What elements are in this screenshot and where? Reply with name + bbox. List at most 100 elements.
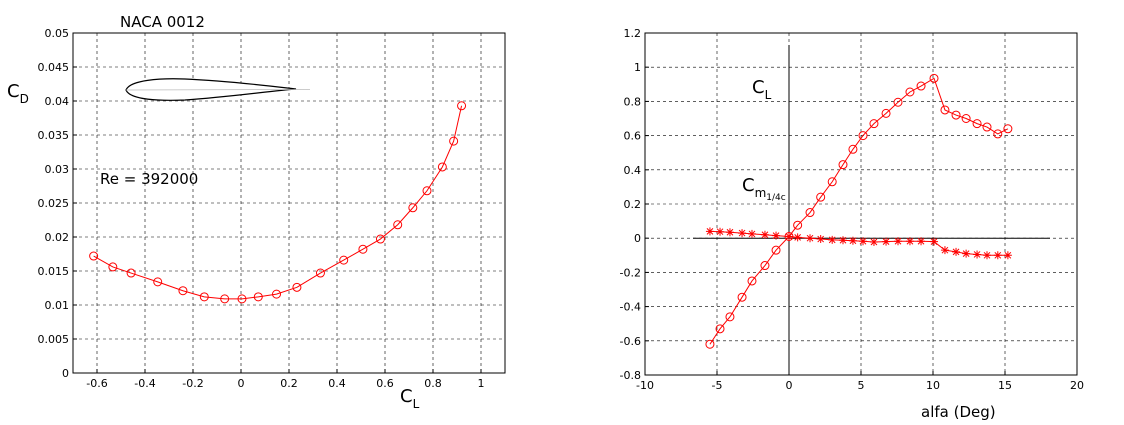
marker [869, 119, 879, 129]
marker [905, 87, 915, 97]
marker [126, 268, 136, 278]
marker [760, 261, 770, 271]
x-tick-label: -0.6 [86, 377, 107, 390]
marker [89, 251, 99, 261]
series-label: Cm1/4c [742, 175, 786, 203]
marker [858, 131, 868, 141]
y-tick-label: -0.6 [620, 335, 641, 348]
x-tick-label: -10 [636, 379, 654, 392]
marker [929, 73, 939, 83]
y-tick-label: 0.04 [45, 95, 70, 108]
series-line [709, 230, 1008, 256]
marker [793, 233, 802, 242]
chart-title: NACA 0012 [120, 13, 205, 31]
marker [725, 228, 734, 237]
marker [272, 289, 282, 299]
marker [893, 97, 903, 107]
marker [916, 81, 926, 91]
marker [408, 203, 418, 213]
y-tick-label: 0.01 [45, 299, 70, 312]
x-tick-label: 20 [1070, 379, 1084, 392]
marker [806, 234, 815, 243]
marker [828, 235, 837, 244]
marker [859, 237, 868, 246]
marker [1003, 124, 1013, 134]
marker [993, 129, 1003, 139]
label-sub: L [413, 397, 420, 411]
x-tick-label: 0.2 [280, 377, 298, 390]
chord-line [125, 89, 311, 91]
marker [457, 101, 467, 111]
marker [785, 232, 793, 241]
marker [393, 220, 403, 230]
x-tick-label: 1 [478, 377, 485, 390]
series-label: CL [752, 77, 772, 102]
marker [848, 236, 857, 245]
marker [993, 251, 1002, 260]
y-tick-label: -0.2 [620, 266, 641, 279]
x-tick-label: -0.4 [134, 377, 155, 390]
label-sub: m [755, 186, 767, 200]
label-text: C [752, 77, 765, 98]
marker [838, 160, 848, 170]
marker [771, 245, 781, 255]
marker [199, 292, 209, 302]
label-text: C [742, 175, 755, 196]
x-tick-label: 0 [786, 379, 793, 392]
marker [1003, 251, 1012, 260]
marker [772, 231, 781, 240]
y-tick-label: 0.05 [45, 27, 70, 40]
y-tick-label: 0.02 [45, 231, 70, 244]
marker [869, 237, 878, 246]
marker [982, 122, 992, 132]
marker [951, 110, 961, 120]
marker [738, 229, 747, 238]
marker [805, 208, 815, 218]
x-tick-label: -5 [712, 379, 723, 392]
marker [973, 250, 982, 259]
marker [737, 292, 747, 302]
marker [153, 277, 163, 287]
y-axis-label: CD [7, 81, 29, 106]
y-tick-label: 0 [634, 232, 641, 245]
y-tick-label: 0.035 [38, 129, 70, 142]
x-tick-label: 0.8 [424, 377, 442, 390]
marker [237, 294, 247, 304]
y-tick-label: 0.015 [38, 265, 70, 278]
y-tick-label: 1.2 [624, 27, 642, 40]
marker [705, 339, 715, 349]
y-tick-label: -0.8 [620, 369, 641, 382]
marker [839, 236, 847, 245]
marker [178, 286, 188, 296]
marker [375, 234, 385, 244]
marker [108, 262, 118, 272]
marker [940, 246, 949, 255]
marker [972, 119, 982, 129]
y-tick-label: 0.8 [624, 95, 642, 108]
annotation: Re = 392000 [100, 170, 198, 188]
marker [816, 192, 826, 202]
marker [983, 251, 991, 260]
series-line [93, 105, 463, 300]
marker [220, 294, 230, 304]
plot-frame [72, 32, 506, 374]
marker [715, 324, 725, 334]
x-tick-label: -0.2 [182, 377, 203, 390]
marker [449, 136, 459, 146]
marker [930, 237, 939, 246]
x-tick-label: 5 [858, 379, 865, 392]
marker [881, 108, 891, 118]
y-tick-label: -0.4 [620, 301, 641, 314]
y-tick-label: 0.6 [624, 130, 642, 143]
plot-frame [644, 32, 1078, 376]
marker [747, 229, 756, 238]
y-tick-label: 0.03 [45, 163, 70, 176]
marker [253, 292, 263, 302]
marker [940, 105, 950, 115]
label-sub: L [765, 88, 772, 102]
x-tick-label: 0 [238, 377, 245, 390]
marker [894, 237, 903, 246]
x-axis-label: alfa (Deg) [921, 403, 996, 421]
